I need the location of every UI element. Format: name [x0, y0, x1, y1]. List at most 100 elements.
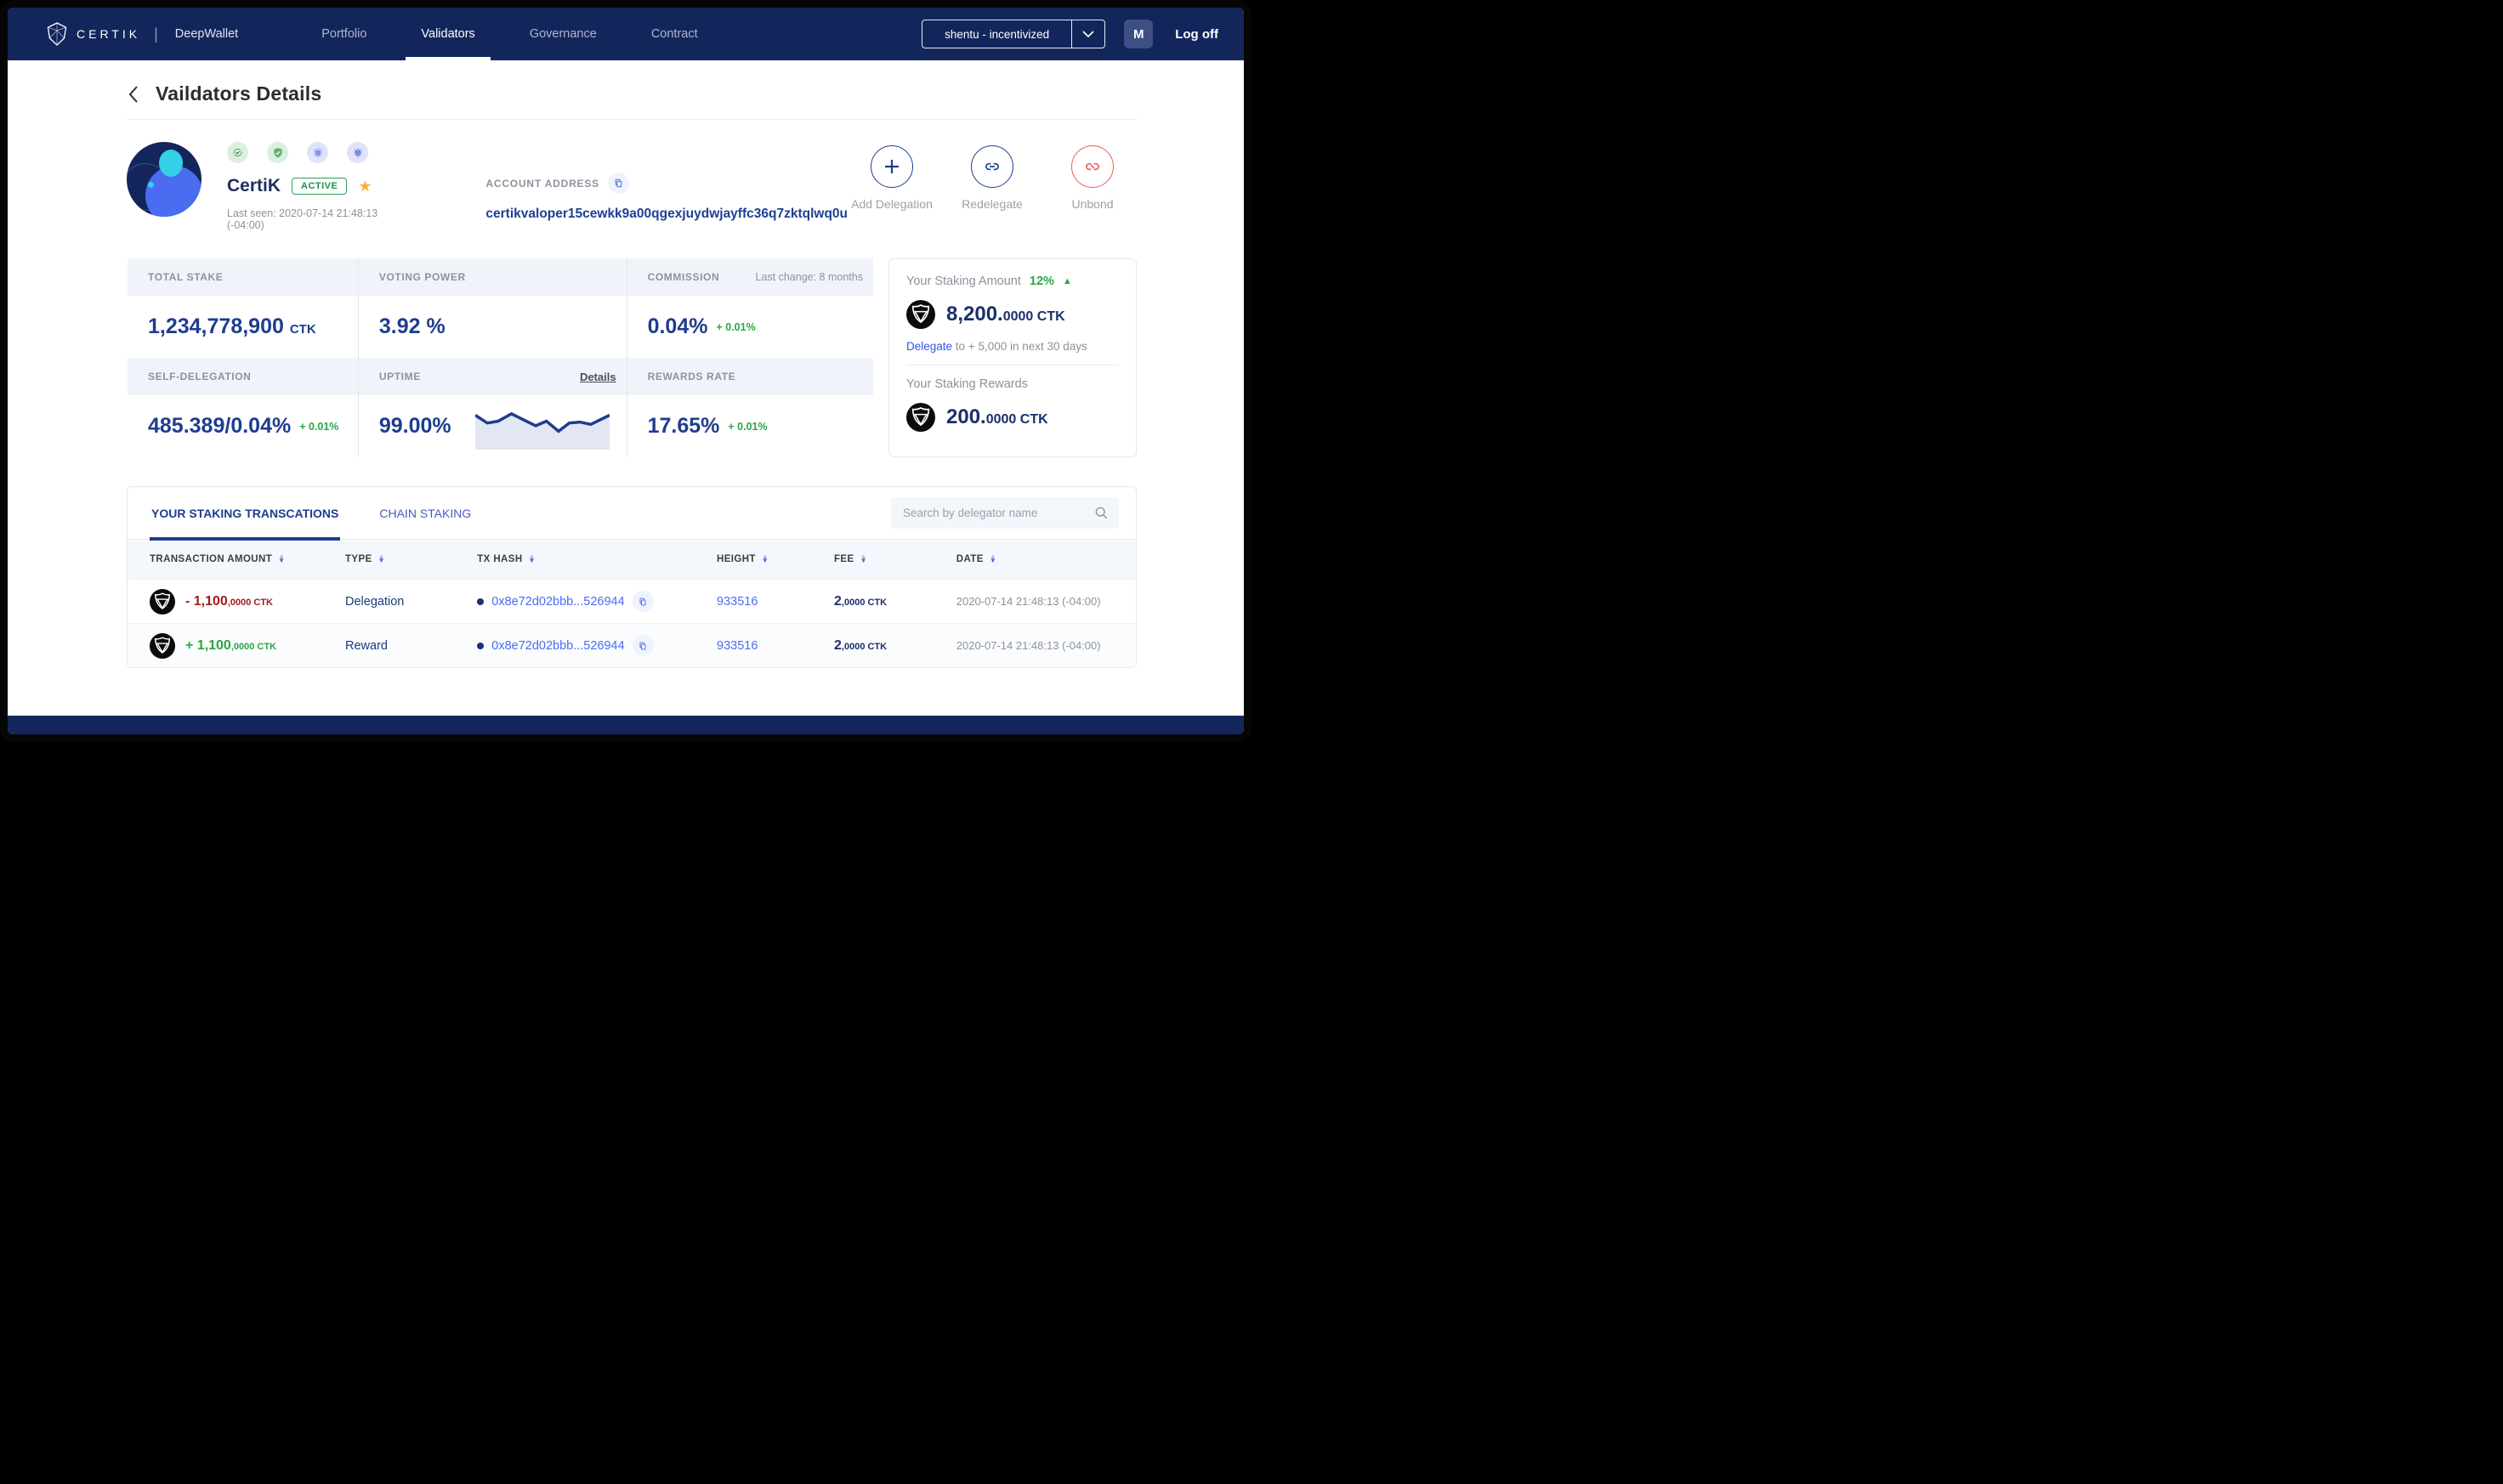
brand[interactable]: CERTIK | DeepWallet [46, 21, 238, 47]
sort-icon[interactable]: ▲ ▼ [278, 552, 286, 564]
header-divider [127, 119, 1137, 120]
type-cell: Reward [345, 638, 388, 653]
logoff-button[interactable]: Log off [1175, 26, 1218, 42]
account-address-label: ACCOUNT ADDRESS [485, 177, 599, 190]
height-link[interactable]: 933516 [717, 594, 758, 609]
back-button[interactable] [127, 85, 140, 104]
nav-right: shentu - incentivized M Log off [922, 20, 1218, 48]
tab-your-staking-transactions[interactable]: YOUR STAKING TRANSCATIONS [150, 487, 341, 541]
self-delegation-delta: + 0.01% [299, 420, 339, 433]
sort-icon[interactable]: ▲ ▼ [989, 552, 997, 564]
validator-name: CertiK [227, 176, 281, 195]
unlink-icon [1071, 145, 1114, 188]
uptime-sparkline-area [474, 413, 610, 450]
uptime-details-link[interactable]: Details [579, 370, 616, 383]
redelegate-button[interactable]: Redelegate [948, 145, 1036, 211]
chevron-down-icon[interactable] [1071, 20, 1104, 48]
amount-value: - 1,100,0000 CTK [185, 593, 274, 609]
stats-grid: TOTAL STAKE 1,234,778,900 CTK VOTING POW… [127, 258, 873, 457]
nav-tab-governance[interactable]: Governance [529, 27, 597, 41]
search-input[interactable] [903, 507, 1094, 519]
uptime-cell: UPTIME Details 99.00% [358, 358, 627, 457]
sort-icon[interactable]: ▲ ▼ [377, 552, 385, 564]
col-fee[interactable]: FEE ▲ ▼ [834, 552, 867, 564]
amount-cell: + 1,100,0000 CTK [150, 632, 345, 659]
table-row: + 1,100,0000 CTK Reward 0x8e72d02bbb...5… [128, 623, 1136, 667]
ctk-token-icon [150, 632, 175, 659]
last-seen: Last seen: 2020-07-14 21:48:13 (-04:00) [227, 207, 378, 231]
brand-divider: | [154, 25, 158, 42]
hash-cell: 0x8e72d02bbb...526944 [477, 591, 717, 612]
nav-tab-portfolio[interactable]: Portfolio [321, 27, 367, 41]
fee-cell: 2,0000 CTK [834, 637, 888, 653]
transactions-topbar: YOUR STAKING TRANSCATIONS CHAIN STAKING [128, 487, 1136, 541]
brand-name: CERTIK [77, 27, 141, 41]
validator-actions: Add Delegation Redelegate Unbond [848, 145, 1137, 211]
col-height[interactable]: HEIGHT ▲ ▼ [717, 552, 769, 564]
col-type[interactable]: TYPE ▲ ▼ [345, 552, 385, 564]
copy-hash-icon[interactable] [632, 635, 654, 656]
transactions-table-header: TRANSACTION AMOUNT ▲ ▼ TYPE ▲ ▼ TX HASH ▲ ▼ HE… [128, 540, 1136, 579]
certik-logo-icon [47, 22, 67, 46]
total-stake-value: 1,234,778,900 CTK [148, 314, 316, 338]
self-delegation-value: 485.389/0.04% [148, 414, 292, 438]
copy-hash-icon[interactable] [632, 591, 654, 612]
page-header: Vaildators Details [127, 82, 1137, 105]
voting-power-label: VOTING POWER [378, 271, 466, 283]
staking-amount-value: 8,200.0000 CTK [946, 303, 1065, 326]
hash-cell: 0x8e72d02bbb...526944 [477, 635, 717, 656]
col-transaction-amount[interactable]: TRANSACTION AMOUNT ▲ ▼ [150, 552, 286, 564]
uptime-sparkline-line [475, 413, 610, 431]
commission-value: 0.04% [647, 314, 708, 338]
search-icon[interactable] [1094, 506, 1109, 520]
add-delegation-button[interactable]: Add Delegation [848, 145, 936, 211]
amount-value: + 1,100,0000 CTK [185, 637, 277, 653]
delegate-hint: Delegate to + 5,000 in next 30 days [906, 340, 1087, 353]
up-triangle-icon: ▲ [1062, 276, 1072, 286]
nav-tabs: Portfolio Validators Governance Contract [294, 8, 724, 60]
favorite-star-icon[interactable]: ★ [358, 178, 372, 195]
voting-power-value: 3.92 % [378, 314, 446, 338]
staking-amount-label: Your Staking Amount [906, 275, 1021, 288]
link-icon [971, 145, 1013, 188]
tab-chain-staking[interactable]: CHAIN STAKING [379, 506, 472, 520]
col-date[interactable]: DATE ▲ ▼ [956, 552, 997, 564]
validator-avatar [127, 142, 201, 217]
total-stake-cell: TOTAL STAKE 1,234,778,900 CTK [128, 258, 359, 358]
network-selector[interactable]: shentu - incentivized [922, 20, 1106, 48]
uptime-sparkline [474, 404, 610, 450]
delegate-link[interactable]: Delegate [906, 340, 953, 353]
validator-profile: CertiK ACTIVE ★ Last seen: 2020-07-14 21… [127, 142, 1137, 231]
ctk-token-icon [150, 588, 175, 615]
rewards-rate-value: 17.65% [647, 414, 720, 438]
copy-address-icon[interactable] [607, 173, 629, 194]
rewards-rate-delta: + 0.01% [728, 420, 768, 433]
nav-tab-validators[interactable]: Validators [394, 8, 502, 60]
shield-cube-icon [347, 142, 368, 163]
account-address-value[interactable]: certikvaloper15cewkk9a00qgexjuydwjayffc3… [485, 207, 848, 221]
ctk-token-icon [906, 300, 935, 329]
page-title: Vaildators Details [156, 82, 322, 105]
col-tx-hash[interactable]: TX HASH ▲ ▼ [477, 552, 536, 564]
delegator-search[interactable] [891, 497, 1119, 529]
staking-rewards-label: Your Staking Rewards [906, 377, 1028, 391]
unbond-button[interactable]: Unbond [1048, 145, 1137, 211]
plus-icon [871, 145, 913, 188]
commission-delta: + 0.01% [716, 320, 756, 333]
height-link[interactable]: 933516 [717, 638, 758, 653]
nav-tab-contract[interactable]: Contract [650, 27, 698, 41]
table-row: - 1,100,0000 CTK Delegation 0x8e72d02bbb… [128, 579, 1136, 623]
staking-panel: Your Staking Amount 12% ▲ 8,200.0000 CTK… [888, 258, 1137, 457]
tx-hash-link[interactable]: 0x8e72d02bbb...526944 [491, 638, 625, 653]
stats-section: TOTAL STAKE 1,234,778,900 CTK VOTING POW… [127, 258, 1137, 457]
commission-note: Last change: 8 months [755, 271, 863, 283]
tx-hash-link[interactable]: 0x8e72d02bbb...526944 [491, 594, 625, 609]
sort-icon[interactable]: ▲ ▼ [761, 552, 769, 564]
network-selector-value: shentu - incentivized [945, 27, 1050, 41]
rewards-rate-cell: REWARDS RATE 17.65% + 0.01% [627, 358, 873, 457]
date-cell: 2020-07-14 21:48:13 (-04:00) [956, 639, 1101, 652]
sort-icon[interactable]: ▲ ▼ [528, 552, 536, 564]
sort-icon[interactable]: ▲ ▼ [860, 552, 867, 564]
staking-rewards-value: 200.0000 CTK [946, 405, 1048, 428]
user-avatar[interactable]: M [1124, 20, 1154, 48]
